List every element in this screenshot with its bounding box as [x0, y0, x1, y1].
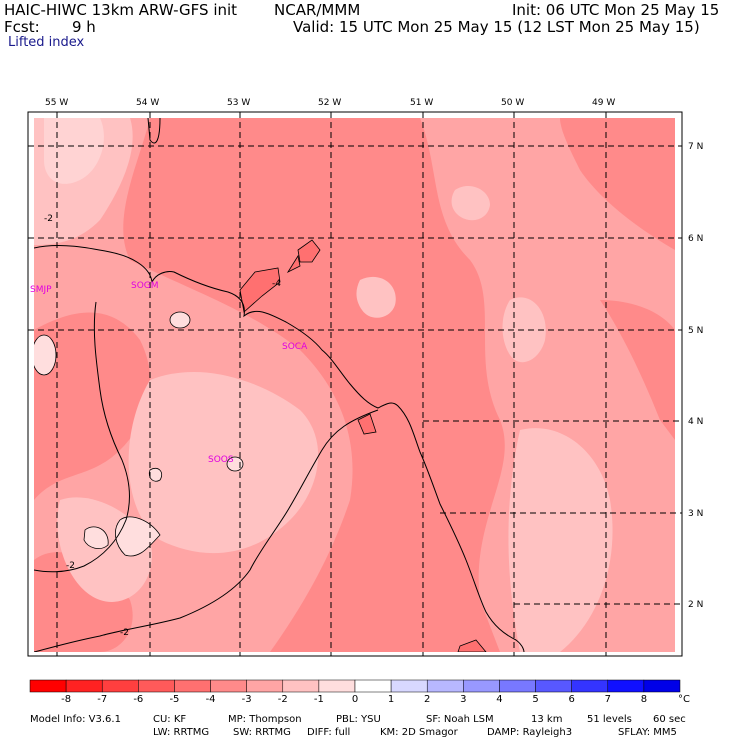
- footer-km: KM: 2D Smagor: [380, 727, 459, 738]
- colorbar-swatch: [535, 679, 572, 693]
- colorbar-swatch: [282, 679, 320, 693]
- coastlines-borders: [34, 118, 525, 652]
- footer-timestep: 60 sec: [653, 714, 686, 725]
- footer-shortwave: SW: RRTMG: [233, 727, 291, 738]
- lon-label: 51 W: [410, 98, 433, 108]
- lat-label: 5 N: [688, 326, 703, 336]
- lifted-index-field: [34, 118, 675, 652]
- latitude-labels: 7 N 6 N 5 N 4 N 3 N 2 N: [688, 142, 703, 610]
- colorbar-tick-label: -2: [278, 694, 288, 705]
- lat-label: 4 N: [688, 417, 703, 427]
- colorbar-unit: °C: [678, 694, 690, 705]
- colorbar-swatch: [426, 679, 464, 693]
- colorbar-swatch: [607, 679, 645, 693]
- footer-surface-layer: SFLAY: MM5: [618, 727, 677, 738]
- lon-label: 55 W: [45, 98, 68, 108]
- model-title: HAIC-HIWC 13km ARW-GFS init: [4, 1, 238, 19]
- colorbar-tick-label: -7: [97, 694, 107, 705]
- colorbar-swatch: [463, 679, 500, 693]
- colorbar-swatch: [571, 679, 609, 693]
- colorbar-tick-label: 5: [532, 694, 538, 705]
- contour-label: -2: [44, 214, 53, 224]
- colorbar-swatch: [65, 679, 103, 693]
- colorbar-swatch: [101, 679, 139, 693]
- station-labels: SMJP SOGM SOCA SOOS: [30, 281, 308, 465]
- contour-label: -4: [272, 279, 281, 289]
- colorbar-tick-label: -1: [314, 694, 324, 705]
- station-soos: SOOS: [208, 455, 234, 465]
- footer-model-version: Model Info: V3.6.1: [30, 714, 121, 725]
- lat-label: 6 N: [688, 234, 703, 244]
- footer-microphysics: MP: Thompson: [228, 714, 302, 725]
- footer-cumulus: CU: KF: [153, 714, 186, 725]
- footer-longwave: LW: RRTMG: [153, 727, 209, 738]
- lon-label: 54 W: [136, 98, 159, 108]
- colorbar-swatch: [354, 679, 392, 693]
- model-info-footer: Model Info: V3.6.1 CU: KF MP: Thompson P…: [30, 714, 686, 738]
- contour-labels: -2 -4 -2 -2: [44, 214, 281, 638]
- colorbar-swatch: [643, 679, 681, 693]
- lat-label: 3 N: [688, 509, 703, 519]
- colorbar-tick-label: -4: [206, 694, 216, 705]
- colorbar-tick-label: 4: [496, 694, 502, 705]
- footer-damping: DAMP: Rayleigh3: [487, 727, 572, 738]
- colorbar-swatch: [390, 679, 428, 693]
- station-smjp: SMJP: [30, 285, 52, 295]
- colorbar-tick-label: -3: [242, 694, 252, 705]
- footer-diffusion: DIFF: full: [307, 727, 350, 738]
- footer-surface: SF: Noah LSM: [426, 714, 494, 725]
- colorbar-swatch: [499, 679, 536, 693]
- footer-resolution: 13 km: [531, 714, 562, 725]
- colorbar-swatch: [246, 679, 284, 693]
- colorbar-tick-label: 1: [388, 694, 394, 705]
- colorbar-swatch: [174, 679, 211, 693]
- colorbar-tick-label: 3: [460, 694, 466, 705]
- colorbar-tick-label: -5: [169, 694, 179, 705]
- colorbar: -8 -7 -6 -5 -4 -3 -2 -1 0 1 2 3 4 5 6 7 8 °C: [29, 679, 690, 705]
- colorbar-swatch: [318, 679, 356, 693]
- forecast-hour: 9 h: [72, 18, 96, 36]
- lat-lon-grid: [28, 112, 682, 656]
- colorbar-swatch: [29, 679, 67, 693]
- lon-label: 49 W: [592, 98, 615, 108]
- colorbar-swatch: [210, 679, 247, 693]
- lon-label: 52 W: [318, 98, 341, 108]
- field-name: Lifted index: [8, 35, 85, 50]
- colorbar-tick-label: 0: [352, 694, 358, 705]
- lon-label: 53 W: [227, 98, 250, 108]
- colorbar-tick-label: -8: [61, 694, 71, 705]
- colorbar-tick-label: 6: [568, 694, 574, 705]
- footer-pbl: PBL: YSU: [336, 714, 381, 725]
- colorbar-tick-label: -6: [133, 694, 143, 705]
- colorbar-tick-label: 2: [424, 694, 430, 705]
- init-time: Init: 06 UTC Mon 25 May 15: [512, 1, 720, 19]
- colorbar-tick-label: 8: [641, 694, 647, 705]
- org-label: NCAR/MMM: [274, 1, 361, 19]
- station-sogm: SOGM: [131, 281, 159, 291]
- lat-label: 7 N: [688, 142, 703, 152]
- contour-label: -2: [120, 628, 129, 638]
- forecast-label: Fcst:: [4, 18, 40, 36]
- longitude-labels: 55 W 54 W 53 W 52 W 51 W 50 W 49 W: [45, 98, 615, 108]
- colorbar-tick-label: 7: [605, 694, 611, 705]
- lon-label: 50 W: [501, 98, 524, 108]
- colorbar-swatch: [138, 679, 175, 693]
- valid-time: Valid: 15 UTC Mon 25 May 15 (12 LST Mon …: [293, 18, 700, 36]
- lat-label: 2 N: [688, 600, 703, 610]
- contour-label: -2: [66, 561, 75, 571]
- station-soca: SOCA: [282, 342, 308, 352]
- footer-levels: 51 levels: [587, 714, 632, 725]
